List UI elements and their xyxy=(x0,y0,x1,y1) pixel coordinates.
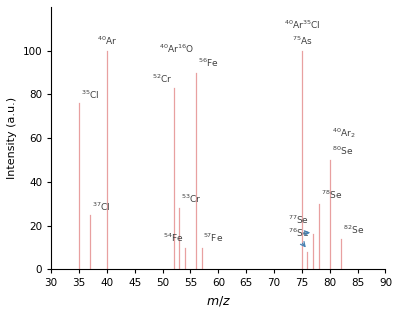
Text: $^{40}$Ar: $^{40}$Ar xyxy=(97,35,117,48)
Text: $^{76}$Se: $^{76}$Se xyxy=(288,226,309,239)
X-axis label: $m/z$: $m/z$ xyxy=(206,294,231,308)
Text: $^{40}$Ar$^{35}$Cl: $^{40}$Ar$^{35}$Cl xyxy=(284,19,320,31)
Text: $^{54}$Fe: $^{54}$Fe xyxy=(162,232,183,244)
Text: $^{40}$Ar$_{2}$: $^{40}$Ar$_{2}$ xyxy=(332,127,356,140)
Text: $^{57}$Fe: $^{57}$Fe xyxy=(203,232,223,244)
Y-axis label: Intensity (a.u.): Intensity (a.u.) xyxy=(7,97,17,179)
Text: $^{53}$Cr: $^{53}$Cr xyxy=(181,192,201,205)
Text: $^{37}$Cl: $^{37}$Cl xyxy=(93,200,111,213)
Text: $^{56}$Fe: $^{56}$Fe xyxy=(198,57,218,69)
Text: $^{77}$Se: $^{77}$Se xyxy=(288,213,309,226)
Text: $^{75}$As: $^{75}$As xyxy=(292,35,312,48)
Text: $^{40}$Ar$^{16}$O: $^{40}$Ar$^{16}$O xyxy=(159,43,194,55)
Text: $^{80}$Se: $^{80}$Se xyxy=(332,144,353,157)
Text: $^{82}$Se: $^{82}$Se xyxy=(343,223,364,236)
Text: $^{78}$Se: $^{78}$Se xyxy=(321,188,342,201)
Text: $^{52}$Cr: $^{52}$Cr xyxy=(152,72,172,85)
Text: $^{35}$Cl: $^{35}$Cl xyxy=(81,89,100,101)
